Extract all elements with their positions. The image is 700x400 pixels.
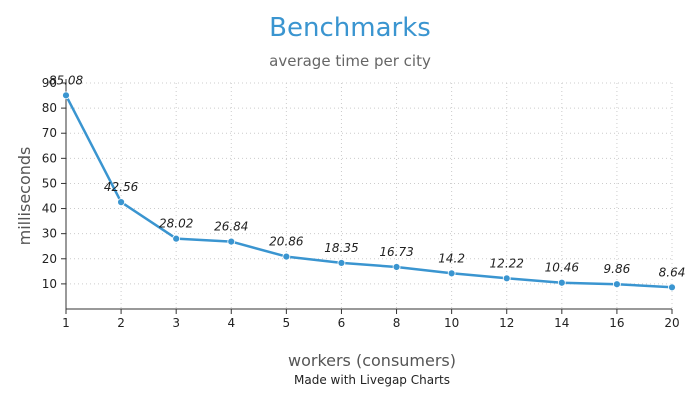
x-tick-label: 4 [227,316,235,330]
data-point [502,274,511,283]
data-point [613,280,621,289]
data-label: 85.08 [49,73,84,87]
credit-text: Made with Livegap Charts [294,373,450,387]
data-label: 18.35 [324,241,358,255]
x-axis-title: workers (consumers) [288,351,456,370]
x-tick-label: 16 [609,316,624,330]
data-label: 28.02 [159,217,193,231]
data-label: 16.73 [379,245,413,259]
y-tick-label: 30 [42,227,57,241]
series-line-layer [62,91,676,292]
data-point [447,269,456,278]
data-label: 8.64 [659,265,686,279]
data-labels: 85.08 42.56 28.02 26.84 20.86 18.35 16.73 14.2 1… [49,73,686,279]
x-tick-label: 3 [172,316,180,330]
x-tick-label: 20 [664,316,679,330]
data-point [337,259,346,267]
y-axis-title: milliseconds [15,147,34,246]
data-point [172,234,181,243]
x-tick-label: 8 [393,316,401,330]
x-tick-label: 1 [62,316,70,330]
data-label: 42.56 [104,180,139,194]
x-tick-label: 10 [444,316,459,330]
x-tick-label: 2 [117,316,125,330]
y-tick-label: 10 [42,277,57,291]
chart-title: Benchmarks [269,13,431,43]
data-label: 20.86 [269,235,304,249]
y-tick-label: 70 [42,126,57,140]
chart-subtitle: average time per city [269,52,431,70]
y-tick-label: 40 [42,202,57,216]
x-tick-label: 6 [338,316,346,330]
series-line [64,94,673,289]
data-label: 26.84 [214,220,248,234]
data-point [668,283,676,292]
y-tick-label: 60 [42,151,57,165]
x-tick-label: 12 [499,316,514,330]
axes [61,79,673,314]
y-tick-label: 50 [42,176,57,190]
data-label: 12.22 [490,256,524,270]
x-tick-label: 14 [554,316,569,330]
data-label: 14.2 [438,251,465,265]
data-point [392,263,401,271]
y-tick-label: 20 [42,252,57,266]
data-point [282,252,291,261]
grid [66,82,673,309]
data-point [227,237,236,246]
y-tick-label: 80 [42,101,57,115]
data-label: 10.46 [545,261,580,275]
data-point [557,278,566,287]
data-label: 9.86 [604,262,631,276]
x-tick-label: 5 [283,316,291,330]
data-point [117,198,125,207]
y-tick-label: 90 [42,76,57,90]
data-point [62,91,70,100]
